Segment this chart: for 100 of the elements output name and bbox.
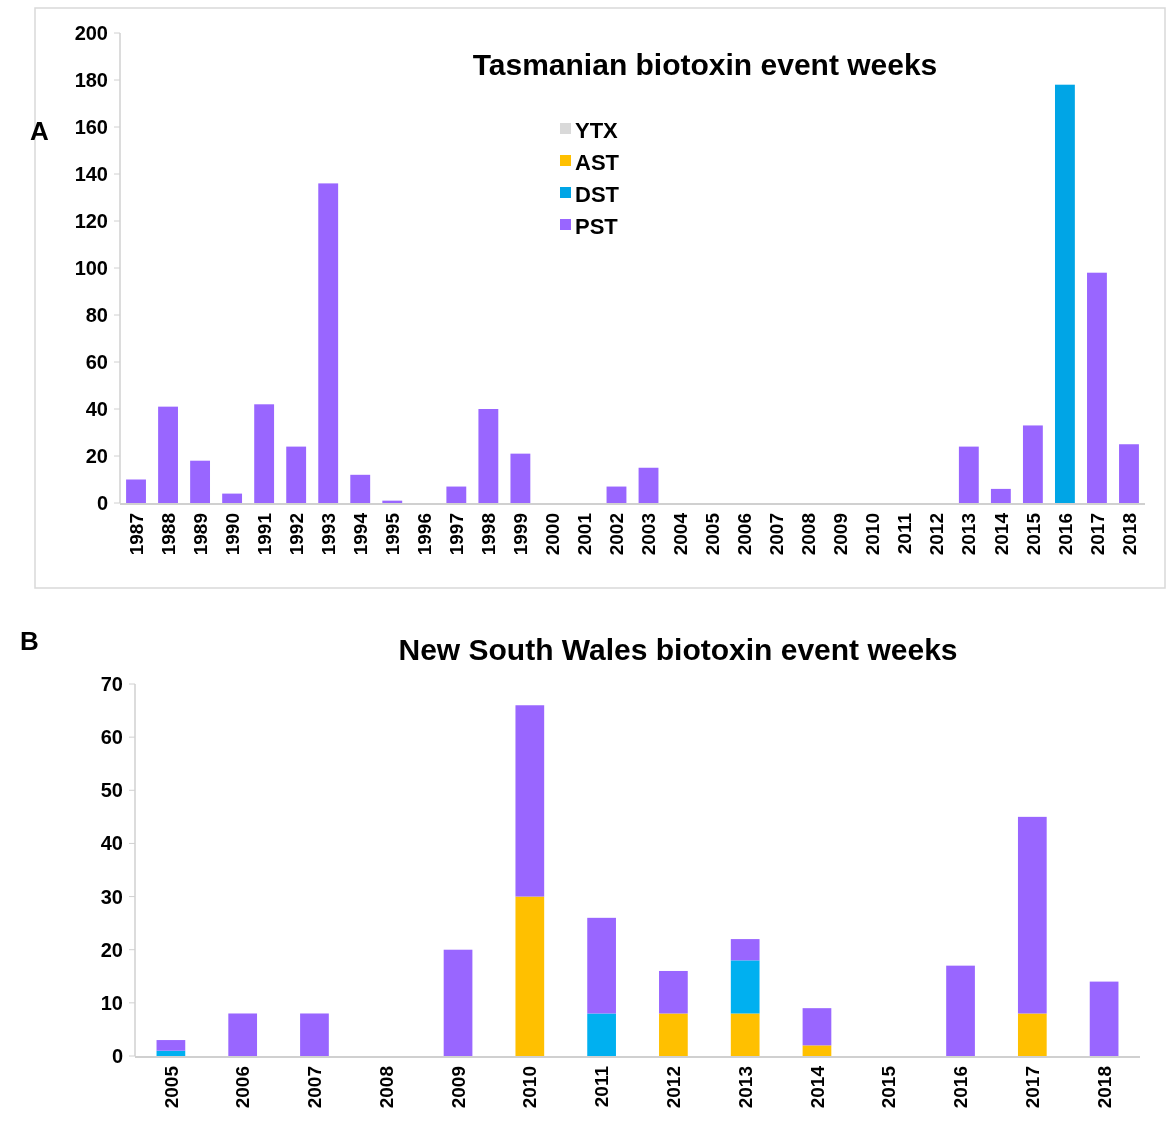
x-tick-label: 1988 <box>157 513 179 556</box>
x-tick-label: 1989 <box>189 513 211 556</box>
bar <box>1017 1013 1047 1056</box>
bar <box>443 949 473 1056</box>
bar <box>587 917 616 1014</box>
x-tick-label: 2001 <box>574 512 596 556</box>
bar <box>190 460 211 503</box>
x-tick-label: 2017 <box>1021 1066 1043 1109</box>
bar <box>478 409 499 503</box>
y-tick-label: 40 <box>100 832 123 855</box>
x-tick-label: 2013 <box>734 1066 756 1109</box>
y-tick-label: 160 <box>74 116 108 138</box>
bar <box>156 1050 186 1056</box>
x-tick-label: 2014 <box>990 512 1012 556</box>
x-tick-label: 2016 <box>1054 513 1076 556</box>
x-tick-label: 2011 <box>591 1065 613 1108</box>
text: A <box>30 116 49 146</box>
bar <box>730 939 760 961</box>
x-tick-label: 1995 <box>381 512 403 556</box>
bar <box>659 970 688 1014</box>
x-tick-label: 2014 <box>806 1065 828 1109</box>
x-tick-label: 1993 <box>317 513 339 556</box>
bar <box>802 1008 832 1046</box>
bar <box>156 1040 186 1051</box>
y-tick-label: 70 <box>100 673 123 695</box>
x-tick-label: 1990 <box>221 513 243 556</box>
y-tick-label: 80 <box>85 304 108 326</box>
bar <box>318 183 339 503</box>
x-tick-label: 2008 <box>375 1066 397 1109</box>
x-tick-label: 2010 <box>862 513 884 556</box>
bar <box>1119 444 1139 503</box>
bar <box>587 1013 616 1056</box>
y-tick-label: 0 <box>111 1045 123 1067</box>
text: Tasmanian biotoxin event weeks <box>472 48 938 81</box>
bar <box>606 486 627 503</box>
y-tick-label: 30 <box>100 885 123 908</box>
bar <box>659 1013 688 1056</box>
bar <box>946 965 975 1056</box>
x-tick-label: 1994 <box>349 512 371 556</box>
x-tick-label: 2012 <box>926 513 948 556</box>
text: B <box>20 626 39 656</box>
bar <box>228 1013 258 1056</box>
x-tick-label: 2007 <box>304 1066 326 1109</box>
legend-label: PST <box>575 213 619 239</box>
x-tick-label: 2017 <box>1086 513 1108 556</box>
y-tick-label: 10 <box>100 991 123 1014</box>
bar <box>802 1045 832 1056</box>
x-tick-label: 2018 <box>1093 1066 1115 1109</box>
y-tick-label: 180 <box>74 69 108 91</box>
x-tick-label: 1987 <box>125 513 147 556</box>
x-tick-label: 2015 <box>878 1065 900 1109</box>
bar <box>254 404 275 503</box>
bar <box>990 488 1011 503</box>
x-tick-label: 2009 <box>447 1066 469 1109</box>
legend-label: DST <box>575 181 620 207</box>
legend-label: AST <box>575 149 620 175</box>
y-tick-label: 120 <box>74 210 108 232</box>
x-tick-label: 2018 <box>1118 513 1140 556</box>
bar <box>300 1013 329 1056</box>
legend-label: YTX <box>575 117 619 143</box>
bar <box>158 406 178 503</box>
x-tick-label: 2009 <box>830 513 852 556</box>
bar <box>515 705 545 897</box>
y-tick-label: 0 <box>96 492 108 514</box>
x-tick-label: 2015 <box>1022 512 1044 556</box>
x-tick-label: 2011 <box>894 512 916 555</box>
x-tick-label: 2005 <box>702 512 724 556</box>
y-tick-label: 50 <box>100 779 123 802</box>
y-tick-label: 140 <box>74 163 108 185</box>
x-tick-label: 1999 <box>510 513 532 556</box>
y-tick-label: 20 <box>100 938 123 961</box>
x-tick-label: 1992 <box>285 513 307 556</box>
bar <box>222 493 243 503</box>
x-tick-label: 2013 <box>958 513 980 556</box>
bar <box>350 474 371 503</box>
y-tick-label: 200 <box>74 22 108 44</box>
bar <box>638 467 659 503</box>
x-tick-label: 2004 <box>670 512 692 556</box>
bar <box>515 896 545 1056</box>
bar <box>286 446 307 503</box>
x-tick-label: 1991 <box>253 512 275 556</box>
x-tick-label: 2012 <box>663 1066 685 1109</box>
x-tick-label: 1998 <box>478 513 500 556</box>
y-tick-label: 40 <box>85 398 108 420</box>
bar <box>1054 84 1075 503</box>
x-tick-label: 2006 <box>734 513 756 556</box>
y-tick-label: 60 <box>85 351 108 373</box>
y-tick-label: 60 <box>100 726 123 749</box>
y-tick-label: 100 <box>74 257 108 279</box>
chart-title: New South Wales biotoxin event weeks <box>398 633 958 666</box>
bar <box>730 960 760 1014</box>
bar <box>446 486 467 503</box>
bar <box>1017 816 1047 1014</box>
x-tick-label: 1997 <box>445 513 467 556</box>
bar <box>730 1013 760 1056</box>
x-tick-label: 2010 <box>519 1066 541 1109</box>
y-tick-label: 20 <box>85 445 108 467</box>
x-tick-label: 2016 <box>950 1066 972 1109</box>
bar <box>958 446 979 503</box>
x-tick-label: 2006 <box>232 1066 254 1109</box>
